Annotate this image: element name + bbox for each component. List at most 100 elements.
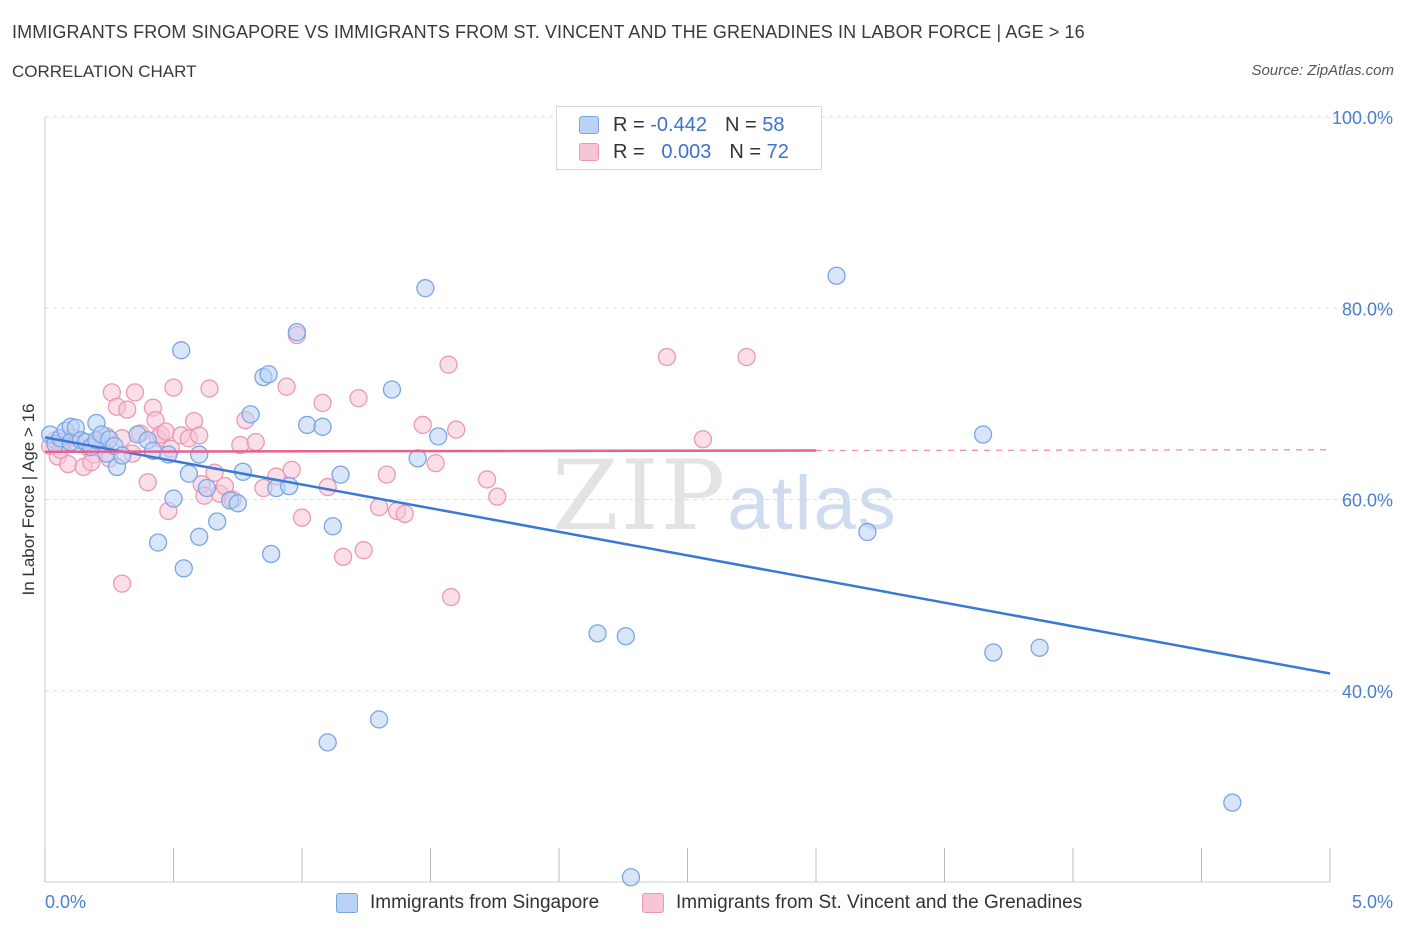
point-singapore (241, 405, 260, 424)
point-singapore (287, 323, 307, 342)
watermark-zip: ZIP (552, 440, 728, 552)
y-axis-title: In Labor Force | Age > 16 (19, 403, 38, 595)
point-singapore (429, 427, 448, 446)
point-singapore (262, 544, 281, 564)
point-st-vincent (277, 377, 296, 396)
chart-subtitle: CORRELATION CHART (12, 62, 197, 81)
point-singapore (174, 559, 193, 578)
gridlines (45, 116, 1390, 692)
legend-label-singapore: Immigrants from Singapore (370, 892, 600, 913)
point-st-vincent (349, 388, 368, 408)
legend-swatch-st-vincent (642, 893, 664, 913)
point-singapore (1223, 793, 1242, 812)
point-singapore (197, 478, 217, 498)
y-tick-label: 80.0% (1342, 299, 1393, 319)
point-singapore (297, 415, 317, 435)
r-value: -0.442 (650, 113, 707, 136)
n-value: 72 (766, 140, 789, 163)
point-singapore (172, 341, 191, 360)
point-st-vincent (737, 347, 756, 367)
point-st-vincent (190, 426, 209, 445)
trend-line-st-vincent-extension (815, 449, 1331, 452)
legend-swatch-singapore (336, 893, 358, 913)
r-value: 0.003 (661, 140, 712, 163)
source-credit: Source: ZipAtlas.com (1251, 62, 1394, 79)
point-st-vincent (477, 470, 497, 489)
legend-item-singapore[interactable]: Immigrants from Singapore (336, 888, 599, 918)
y-tick-label: 40.0% (1342, 682, 1393, 702)
point-st-vincent (395, 504, 414, 523)
stats-legend: R = -0.442 N = 58 R = 0.003 N = 72 (556, 106, 822, 170)
axes (44, 117, 1331, 883)
point-st-vincent (112, 574, 132, 593)
x-tick-label: 0.0% (45, 892, 86, 912)
n-value: 58 (762, 113, 785, 136)
n-label: N = (724, 113, 757, 136)
point-st-vincent (333, 547, 353, 567)
watermark: ZIPatlas (552, 440, 898, 552)
point-st-vincent (447, 420, 466, 439)
point-st-vincent (693, 430, 713, 449)
point-st-vincent (413, 415, 432, 435)
point-singapore (369, 710, 389, 729)
x-tick-label: 5.0% (1352, 892, 1393, 912)
point-singapore (313, 417, 332, 436)
point-singapore (621, 868, 641, 887)
point-singapore (179, 464, 199, 483)
point-singapore (1030, 638, 1049, 657)
point-st-vincent (282, 460, 301, 480)
point-st-vincent (164, 378, 183, 397)
point-singapore (190, 527, 209, 546)
point-singapore (228, 494, 247, 513)
point-st-vincent (82, 453, 101, 472)
point-st-vincent (657, 347, 677, 367)
y-tick-label: 100.0% (1332, 108, 1393, 128)
point-st-vincent (441, 587, 461, 607)
y-tick-label: 60.0% (1342, 491, 1393, 511)
point-st-vincent (200, 379, 219, 398)
trend-line-singapore (44, 436, 1331, 675)
point-singapore (208, 512, 227, 531)
point-singapore (616, 627, 635, 646)
point-singapore (827, 266, 846, 285)
point-singapore (973, 425, 993, 444)
point-st-vincent (426, 454, 445, 473)
point-st-vincent (118, 400, 137, 419)
point-singapore (858, 522, 877, 542)
trend-line-st-vincent (44, 449, 817, 453)
point-singapore (416, 279, 435, 298)
point-st-vincent (292, 508, 312, 527)
r-label: R = (613, 140, 645, 163)
chart-title: IMMIGRANTS FROM SINGAPORE VS IMMIGRANTS … (12, 22, 1085, 42)
point-singapore (323, 517, 342, 536)
legend-item-st-vincent[interactable]: Immigrants from St. Vincent and the Gren… (642, 888, 1082, 918)
point-singapore (164, 489, 183, 508)
point-singapore (588, 624, 607, 643)
point-singapore (318, 733, 337, 752)
point-singapore (190, 445, 209, 464)
point-st-vincent (125, 383, 145, 402)
point-singapore (259, 365, 278, 384)
series-st-vincent (40, 325, 756, 607)
legend-swatch-st-vincent (579, 143, 599, 161)
series-singapore (40, 266, 1242, 887)
point-st-vincent (246, 432, 265, 452)
point-st-vincent (313, 393, 332, 413)
point-singapore (382, 380, 402, 399)
point-st-vincent (369, 497, 389, 517)
point-singapore (984, 643, 1003, 662)
legend-swatch-singapore (579, 116, 599, 134)
stats-legend-row-st-vincent: R = 0.003 N = 72 (579, 140, 789, 164)
point-st-vincent (439, 355, 458, 374)
point-st-vincent (488, 487, 507, 506)
trend-lines (44, 436, 1331, 675)
point-singapore (148, 533, 168, 552)
stats-legend-row-singapore: R = -0.442 N = 58 (579, 113, 784, 137)
axis-labels: 40.0% 60.0% 80.0% 100.0% 0.0% 5.0% In Labor Fo… (19, 108, 1393, 912)
legend-label-st-vincent: Immigrants from St. Vincent and the Gren… (676, 892, 1083, 913)
point-st-vincent (138, 473, 157, 492)
point-st-vincent (156, 422, 175, 441)
point-singapore (408, 449, 427, 468)
point-singapore (331, 465, 350, 484)
